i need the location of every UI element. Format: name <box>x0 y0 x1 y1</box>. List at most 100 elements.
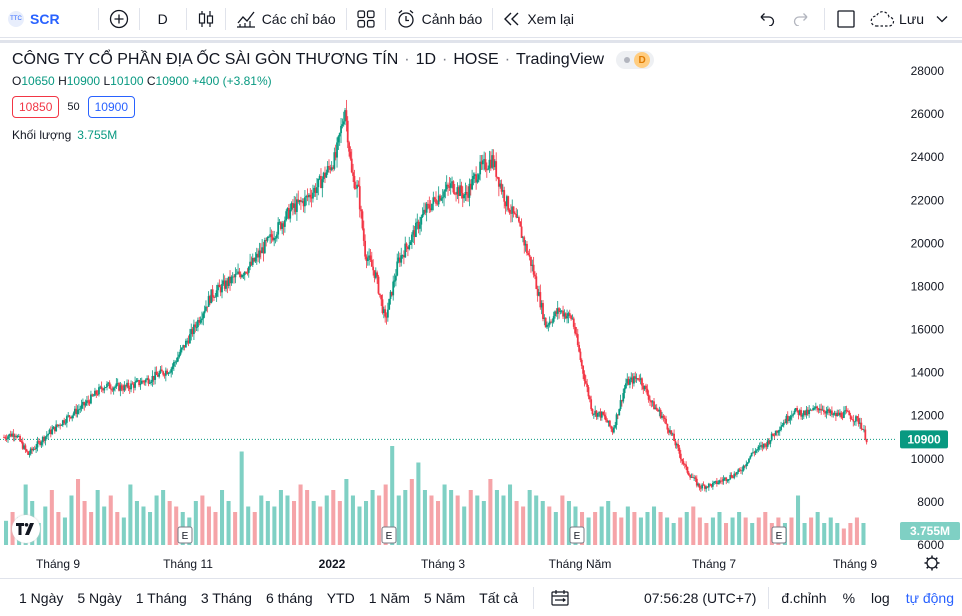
symbol-search[interactable]: TTC SCR <box>0 0 66 38</box>
candle-body <box>564 313 567 319</box>
date-ranges: 1 Ngày 5 Ngày 1 Tháng 3 Tháng 6 tháng YT… <box>0 590 525 606</box>
candle-body <box>622 393 625 402</box>
volume-bar <box>704 523 709 545</box>
market-status-badge[interactable]: D <box>616 51 655 69</box>
undo-button[interactable] <box>748 0 784 38</box>
buy-button[interactable]: 10900 <box>87 96 135 118</box>
candle-body <box>719 480 722 482</box>
volume-legend[interactable]: Khối lượng 3.755M <box>12 128 654 142</box>
save-button[interactable]: Lưu <box>863 0 962 38</box>
log-toggle[interactable]: log <box>871 589 890 606</box>
candle-body <box>396 261 399 276</box>
candle-body <box>12 433 15 437</box>
range-ytd[interactable]: YTD <box>326 589 355 606</box>
candle-body <box>675 443 678 446</box>
last-volume-label: 3.755M <box>910 524 950 538</box>
company-name[interactable]: CÔNG TY CỔ PHẦN ĐỊA ỐC SÀI GÒN THƯƠNG TÍ… <box>12 51 399 68</box>
y-tick-label: 18000 <box>911 279 945 293</box>
redo-button[interactable] <box>784 0 820 38</box>
candle-body <box>215 290 218 297</box>
range-1y[interactable]: 1 Năm <box>368 589 410 606</box>
candle-body <box>8 433 11 437</box>
range-6m[interactable]: 6 tháng <box>265 589 313 606</box>
candle-body <box>283 220 286 227</box>
candle-body <box>413 230 416 237</box>
candle-body <box>538 292 540 296</box>
sell-button[interactable]: 10850 <box>12 96 60 118</box>
candle-body <box>84 403 87 406</box>
candle-body <box>804 410 807 416</box>
candle-body <box>441 197 444 199</box>
calendar-range-icon <box>551 589 569 606</box>
volume-bar <box>612 512 617 545</box>
volume-bar <box>298 484 303 545</box>
candle-body <box>24 445 27 450</box>
change-value: +400 (+3.81%) <box>192 74 272 88</box>
layout-button[interactable] <box>829 0 863 38</box>
candle-body <box>313 187 316 193</box>
templates-button[interactable] <box>351 0 381 38</box>
candle-body <box>483 159 486 161</box>
candle-body <box>320 176 322 189</box>
indicators-button[interactable]: Các chỉ báo <box>230 0 342 38</box>
candle-body <box>544 317 547 328</box>
adjust-toggle[interactable]: đ.chỉnh <box>781 589 827 606</box>
candle-body <box>20 441 23 443</box>
chart-pane[interactable]: Tháng 9 Tháng 11 2022 Tháng 3 Tháng Năm Tháng… <box>0 40 962 576</box>
candle-body <box>154 371 157 380</box>
candle-body <box>657 409 659 412</box>
candle-body <box>393 280 396 282</box>
settings-gear-icon[interactable] <box>926 557 938 569</box>
candle-body <box>753 452 756 454</box>
candle-body <box>781 425 784 427</box>
price-chart[interactable]: Tháng 9 Tháng 11 2022 Tháng 3 Tháng Năm Tháng… <box>0 43 962 579</box>
redo-icon <box>793 12 808 26</box>
candle-body <box>481 160 484 165</box>
range-1m[interactable]: 1 Tháng <box>135 589 187 606</box>
candle-body <box>243 271 246 275</box>
candle-body <box>543 317 546 319</box>
candle-body <box>674 441 677 446</box>
candle-body <box>52 426 55 430</box>
candle-body <box>344 110 346 122</box>
clock[interactable]: 07:56:28 (UTC+7) <box>643 589 757 606</box>
range-3m[interactable]: 3 Tháng <box>200 589 252 606</box>
candle-body <box>342 121 345 125</box>
candle-body <box>82 402 84 405</box>
candle-body <box>425 203 428 213</box>
chart-type-button[interactable] <box>191 0 221 38</box>
tradingview-logo[interactable] <box>12 515 40 543</box>
auto-scale-toggle[interactable]: tự động <box>905 589 954 606</box>
range-all[interactable]: Tất cả <box>479 589 519 606</box>
range-5y[interactable]: 5 Năm <box>423 589 466 606</box>
candle-body <box>310 197 313 199</box>
volume-bar <box>534 495 539 545</box>
volume-bar <box>606 501 611 545</box>
candle-body <box>87 400 90 402</box>
candle-body <box>403 255 405 258</box>
candle-body <box>479 161 482 175</box>
volume-bar <box>455 495 460 545</box>
candle-body <box>706 486 709 488</box>
goto-date-button[interactable] <box>538 579 582 616</box>
alarm-clock-icon <box>397 9 414 28</box>
candle-body <box>65 416 68 423</box>
percent-toggle[interactable]: % <box>842 589 856 606</box>
candle-body <box>467 193 469 198</box>
candle-body <box>634 376 637 379</box>
candle-body <box>546 325 548 328</box>
interval-button[interactable]: D <box>144 0 182 38</box>
alert-button[interactable]: Cảnh báo <box>390 0 489 38</box>
candle-body <box>547 324 550 326</box>
candle-body <box>491 155 494 168</box>
candle-body <box>120 385 123 390</box>
range-5d[interactable]: 5 Ngày <box>77 589 122 606</box>
range-1d[interactable]: 1 Ngày <box>19 589 64 606</box>
candle-body <box>477 174 480 180</box>
replay-button[interactable]: Xem lại <box>497 0 580 38</box>
candle-body <box>566 316 568 319</box>
candle-body <box>126 382 128 387</box>
candle-body <box>762 443 765 448</box>
candle-body <box>579 351 582 360</box>
compare-button[interactable] <box>103 0 135 38</box>
